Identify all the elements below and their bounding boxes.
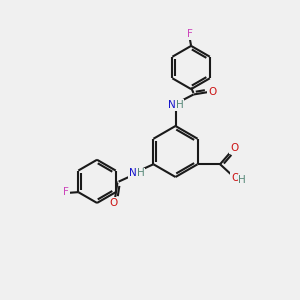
Text: N: N (168, 100, 176, 110)
Text: O: O (208, 87, 216, 97)
Text: O: O (110, 198, 118, 208)
Text: N: N (129, 168, 136, 178)
Text: O: O (231, 173, 239, 183)
Text: F: F (187, 29, 193, 39)
Text: H: H (176, 100, 184, 110)
Text: H: H (137, 168, 145, 178)
Text: H: H (238, 175, 246, 184)
Text: F: F (63, 187, 69, 197)
Text: O: O (230, 143, 238, 153)
